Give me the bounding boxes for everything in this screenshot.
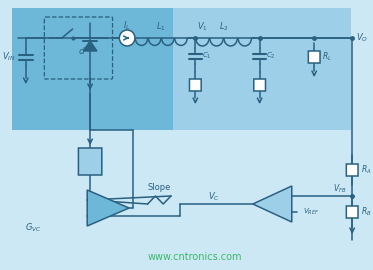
Polygon shape	[87, 190, 129, 226]
Text: $R_{ESR2}$: $R_{ESR2}$	[252, 80, 267, 89]
Polygon shape	[83, 41, 97, 51]
Polygon shape	[253, 186, 292, 222]
Text: −: −	[279, 190, 289, 202]
Text: $V_1$: $V_1$	[197, 21, 208, 33]
Text: $R_L$: $R_L$	[309, 51, 319, 63]
Text: www.cntronics.com: www.cntronics.com	[147, 252, 242, 262]
Text: $C_2$: $C_2$	[266, 51, 276, 61]
FancyBboxPatch shape	[78, 148, 102, 175]
Text: PWM: PWM	[97, 204, 119, 212]
Text: d: d	[79, 46, 84, 56]
Bar	[12, 8, 351, 130]
Text: $V_{IN}$: $V_{IN}$	[2, 51, 16, 63]
Text: $L_2$: $L_2$	[219, 21, 229, 33]
FancyBboxPatch shape	[347, 164, 358, 176]
FancyBboxPatch shape	[189, 79, 201, 91]
Text: $R_i$: $R_i$	[85, 154, 95, 168]
Text: EA: EA	[266, 200, 278, 208]
FancyBboxPatch shape	[347, 206, 358, 218]
Text: +: +	[279, 207, 289, 220]
Text: −: −	[88, 194, 98, 207]
Text: $R_L$: $R_L$	[322, 51, 332, 63]
Text: $V_C$: $V_C$	[208, 191, 220, 203]
Text: $G_{VC}$: $G_{VC}$	[25, 222, 42, 234]
Text: $I_L$: $I_L$	[123, 20, 131, 32]
Text: Slope: Slope	[148, 183, 171, 191]
Circle shape	[119, 30, 135, 46]
Text: $R_B$: $R_B$	[361, 206, 372, 218]
Text: $V_{REF}$: $V_{REF}$	[304, 207, 320, 217]
Text: $C_1$: $C_1$	[202, 51, 211, 61]
Bar	[12, 8, 173, 130]
Text: +: +	[88, 211, 98, 224]
FancyBboxPatch shape	[308, 51, 320, 63]
Text: $V_{FB}$: $V_{FB}$	[333, 183, 347, 195]
Text: $R_{ESR1}$: $R_{ESR1}$	[188, 80, 203, 89]
FancyBboxPatch shape	[254, 79, 266, 91]
Text: $L_1$: $L_1$	[156, 21, 166, 33]
Text: $V_O$: $V_O$	[356, 32, 368, 44]
Text: $R_A$: $R_A$	[361, 164, 372, 176]
